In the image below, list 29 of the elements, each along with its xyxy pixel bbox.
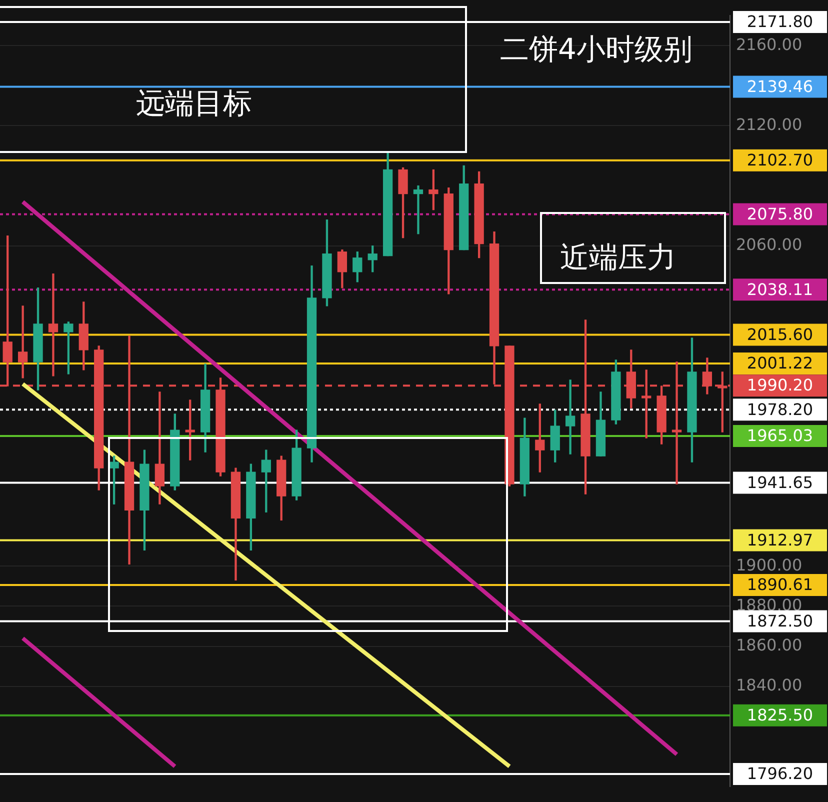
y-tick-label: 2160.00	[736, 34, 802, 54]
ref-line-label: 1890.61	[746, 575, 814, 594]
ref-line-label: 1941.65	[746, 472, 814, 492]
ref-line-label: 2171.80	[746, 12, 814, 32]
y-tick-label: 1900.00	[736, 555, 802, 574]
ref-line-label: 2015.60	[746, 324, 814, 344]
y-tick-label: 2060.00	[736, 234, 802, 254]
y-tick-label: 1840.00	[736, 675, 802, 694]
y-tick-label: 1860.00	[736, 635, 802, 654]
annotation: 近端压力	[560, 239, 676, 276]
y-tick-label: 2120.00	[736, 114, 802, 134]
ref-line-label: 2102.70	[746, 150, 814, 170]
ref-line-label: 2001.22	[746, 354, 814, 373]
ref-line-label: 1796.20	[746, 764, 814, 784]
candlestick	[154, 392, 165, 504]
candlestick	[413, 185, 424, 234]
ref-line-label: 1825.50	[746, 705, 814, 724]
ref-line-label: 2139.46	[746, 76, 814, 96]
candlestick	[18, 306, 28, 378]
ref-line-label: 1912.97	[746, 530, 814, 550]
text: 二饼4小时级别	[500, 31, 692, 68]
candlestick	[565, 380, 576, 454]
ref-line-label: 1990.20	[746, 376, 814, 395]
ref-line-label: 2038.11	[746, 280, 814, 299]
ref-line-label: 1978.20	[746, 400, 814, 419]
candlestick	[48, 274, 58, 376]
annotation: 远端目标	[136, 85, 252, 122]
ref-line-label: 1965.03	[746, 426, 814, 446]
ref-line-label: 2075.80	[746, 204, 814, 224]
